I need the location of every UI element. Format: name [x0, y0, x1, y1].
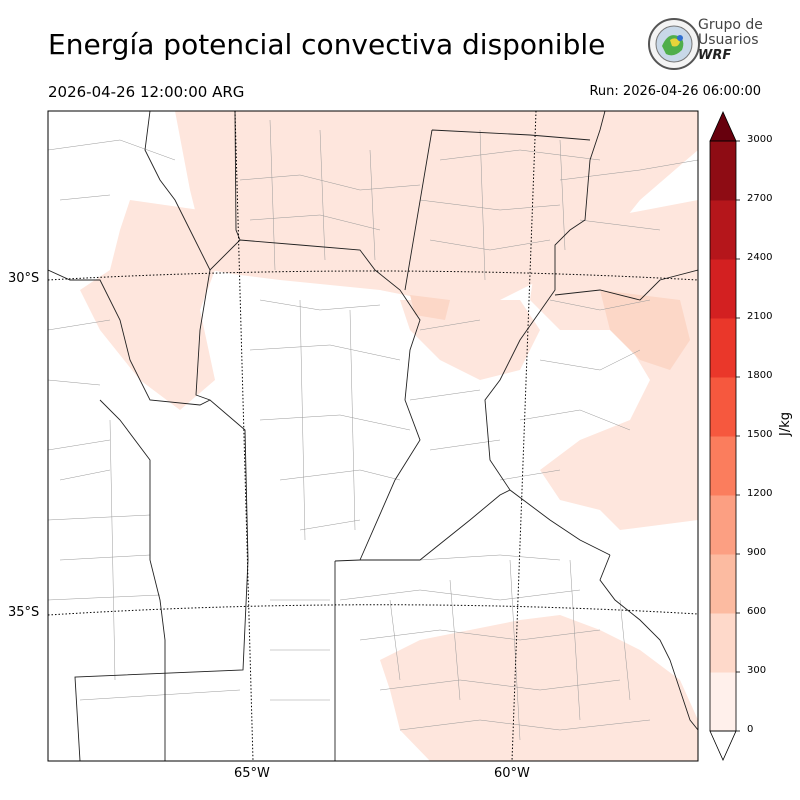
department-boundaries [48, 119, 698, 741]
province-border [432, 111, 611, 556]
map-frame [47, 110, 699, 762]
cape-area-center-band [400, 300, 540, 380]
colorbar-segment [710, 554, 736, 614]
boundary-line [409, 149, 601, 451]
colorbar-segment [710, 318, 736, 378]
boundary-line [239, 174, 421, 531]
coastline [599, 554, 698, 731]
colorbar [709, 111, 740, 761]
cape-core-center [410, 295, 450, 320]
lon-label-60w: 60°W [494, 766, 530, 781]
province-border [48, 269, 249, 761]
page-title: Energía potencial convectiva disponible [48, 28, 606, 61]
colorbar-under-arrow [709, 730, 737, 761]
logo-line-1: Grupo de [698, 17, 763, 33]
wrf-group-logo [648, 18, 700, 70]
lon-label-65w: 65°W [234, 766, 270, 781]
colorbar-segment [710, 259, 736, 319]
wrf-logo-text: Grupo de Usuarios WRF [698, 17, 763, 64]
colorbar-tick-label: 300 [747, 665, 767, 676]
colorbar-tick-label: 1800 [747, 370, 773, 381]
colorbar-unit: J/kg [778, 412, 793, 436]
cape-area-south [380, 615, 698, 761]
colorbar-tick-label: 900 [747, 547, 767, 558]
province-border [144, 111, 421, 561]
province-border [234, 111, 241, 241]
colorbar-segment [710, 200, 736, 260]
colorbar-tick-label: 0 [747, 724, 754, 735]
province-border [554, 269, 698, 301]
colorbar-segment [710, 436, 736, 496]
colorbar-tick-label: 3000 [747, 134, 773, 145]
cape-shading [80, 111, 698, 761]
province-border [195, 269, 211, 401]
boundary-line [59, 419, 330, 701]
colorbar-segment [710, 613, 736, 673]
boundary-line [499, 159, 698, 481]
colorbar-tick-label: 2100 [747, 311, 773, 322]
colorbar-segment [710, 495, 736, 555]
logo-line-3: WRF [698, 48, 732, 63]
parallel-35s [48, 604, 698, 616]
colorbar-segment [710, 377, 736, 437]
logo-line-2: Usuarios [698, 32, 759, 48]
boundary-line [48, 139, 241, 701]
cape-core-east [600, 290, 690, 370]
colorbar-over-arrow [709, 111, 737, 142]
graticule [48, 111, 698, 761]
colorbar-tick-label: 1500 [747, 429, 773, 440]
province-border [404, 129, 591, 291]
cape-area-northeast [530, 200, 698, 530]
lat-label-30s: 30°S [8, 271, 40, 286]
colorbar-tick-label: 2400 [747, 252, 773, 263]
run-time: Run: 2026-04-26 06:00:00 [589, 84, 761, 99]
province-border [334, 489, 511, 562]
colorbar-segment [710, 672, 736, 732]
parallel-30s [48, 270, 698, 281]
boundary-line [389, 559, 631, 741]
province-boundaries [48, 111, 698, 761]
colorbar-tick-label: 2700 [747, 193, 773, 204]
boundary-line [269, 119, 566, 541]
colorbar-tick-label: 600 [747, 606, 767, 617]
lat-label-35s: 35°S [8, 605, 40, 620]
cape-area-west [80, 200, 215, 410]
province-border [99, 399, 166, 761]
boundary-line [339, 554, 651, 731]
colorbar-tick-label: 1200 [747, 488, 773, 499]
valid-time: 2026-04-26 12:00:00 ARG [48, 83, 245, 101]
colorbar-segment [710, 141, 736, 201]
